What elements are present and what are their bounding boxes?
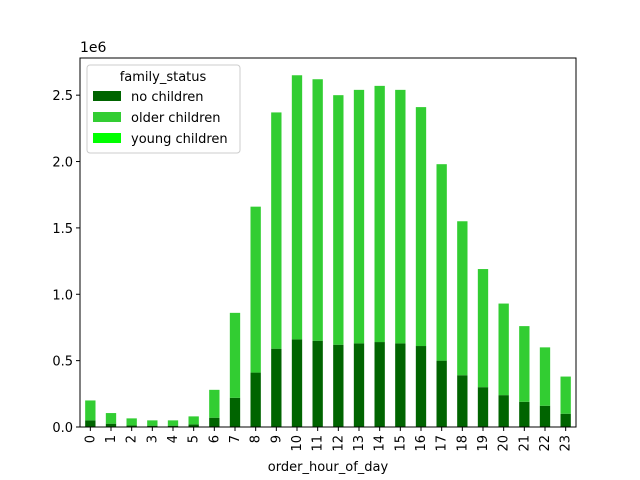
bar-older-children-16 [415,107,427,347]
bars-layer [85,75,571,427]
bar-no-children-2 [126,425,137,427]
x-tick-label-13: 13 [352,435,367,452]
x-tick-label-5: 5 [187,435,202,443]
x-tick-label-15: 15 [393,435,408,452]
bar-no-children-3 [147,425,158,427]
bar-older-children-21 [519,326,530,402]
x-tick-label-4: 4 [166,435,181,443]
y-tick-label-2: 1.0 [52,288,73,303]
legend-label-no-children: no children [131,90,203,105]
y-offset-label: 1e6 [80,40,107,56]
y-axis-ticks: 0.0 0.5 1.0 1.5 2.0 2.5 [52,89,80,436]
x-tick-label-0: 0 [83,435,98,443]
x-tick-label-2: 2 [125,435,140,443]
bar-no-children-16 [415,346,427,427]
x-tick-label-11: 11 [311,435,326,452]
bar-no-children-0 [85,420,96,427]
x-tick-label-19: 19 [476,435,491,452]
bar-older-children-14 [374,85,385,343]
x-tick-label-7: 7 [228,435,243,443]
bar-older-children-9 [271,112,282,349]
bar-older-children-7 [229,312,241,398]
bar-older-children-8 [250,206,261,373]
x-tick-label-6: 6 [207,435,222,443]
legend-swatch-older-children [93,112,121,122]
bar-no-children-20 [498,395,509,427]
x-tick-label-12: 12 [331,435,346,452]
bar-no-children-6 [209,417,220,427]
bar-older-children-0 [85,400,96,421]
bar-no-children-23 [560,413,571,427]
bar-older-children-15 [395,89,406,344]
bar-no-children-9 [271,348,282,427]
bar-no-children-15 [395,343,406,427]
y-tick-label-0: 0.0 [52,421,73,436]
bar-no-children-22 [539,405,551,427]
bar-older-children-19 [477,269,489,388]
y-tick-label-1: 0.5 [52,355,73,370]
legend-swatch-no-children [93,91,121,101]
legend: family_status no children older children y… [86,64,241,154]
bar-older-children-18 [457,221,468,376]
bar-older-children-22 [539,347,551,406]
bar-no-children-7 [229,397,241,427]
bar-no-children-4 [167,425,179,427]
bar-no-children-14 [374,342,385,427]
bar-no-children-10 [291,339,303,427]
legend-title: family_status [120,70,207,85]
x-tick-label-17: 17 [435,435,450,452]
bar-older-children-11 [312,79,323,341]
x-axis-ticks: 0 1 2 3 4 5 6 7 8 9 10 11 12 13 14 15 16 17 18 19 20 21 22 23 [83,427,574,452]
y-tick-label-5: 2.5 [52,89,73,104]
bar-no-children-11 [312,340,323,427]
bar-older-children-1 [105,413,117,424]
bar-older-children-10 [291,75,303,340]
legend-swatch-young-children [93,133,121,143]
bar-older-children-2 [126,418,137,426]
x-axis-label: order_hour_of_day [268,460,389,475]
legend-box [86,64,241,154]
y-tick-label-3: 1.5 [52,222,73,237]
x-tick-label-1: 1 [104,435,119,443]
bar-older-children-3 [147,420,158,426]
legend-label-young-children: young children [131,132,228,147]
plot-frame [79,57,577,428]
y-tick-label-4: 2.0 [52,156,73,171]
x-tick-label-21: 21 [517,435,532,452]
x-tick-label-8: 8 [249,435,264,443]
legend-label-older-children: older children [131,111,220,126]
bar-no-children-13 [353,343,365,427]
bar-no-children-8 [250,372,261,427]
x-tick-label-22: 22 [538,435,553,452]
bar-no-children-19 [477,387,489,427]
bar-older-children-12 [333,95,344,345]
bar-no-children-18 [457,375,468,427]
bar-older-children-23 [560,376,571,414]
x-tick-label-3: 3 [145,435,160,443]
bar-no-children-21 [519,401,530,427]
x-tick-label-20: 20 [497,435,512,452]
bar-no-children-12 [333,344,344,427]
bar-older-children-13 [353,89,365,344]
x-tick-label-10: 10 [290,435,305,452]
bar-older-children-5 [188,416,199,425]
x-tick-label-16: 16 [414,435,429,452]
bar-no-children-17 [436,360,447,427]
legend-items: no children older children young children [93,90,228,147]
bar-no-children-5 [188,424,199,427]
x-tick-label-14: 14 [373,435,388,452]
bar-no-children-1 [105,423,117,427]
x-tick-label-9: 9 [269,435,284,443]
bar-older-children-17 [436,164,447,361]
bar-older-children-6 [209,389,220,418]
x-tick-label-23: 23 [559,435,574,452]
x-tick-label-18: 18 [455,435,470,452]
bar-older-children-20 [498,303,509,396]
bar-older-children-4 [167,420,179,426]
